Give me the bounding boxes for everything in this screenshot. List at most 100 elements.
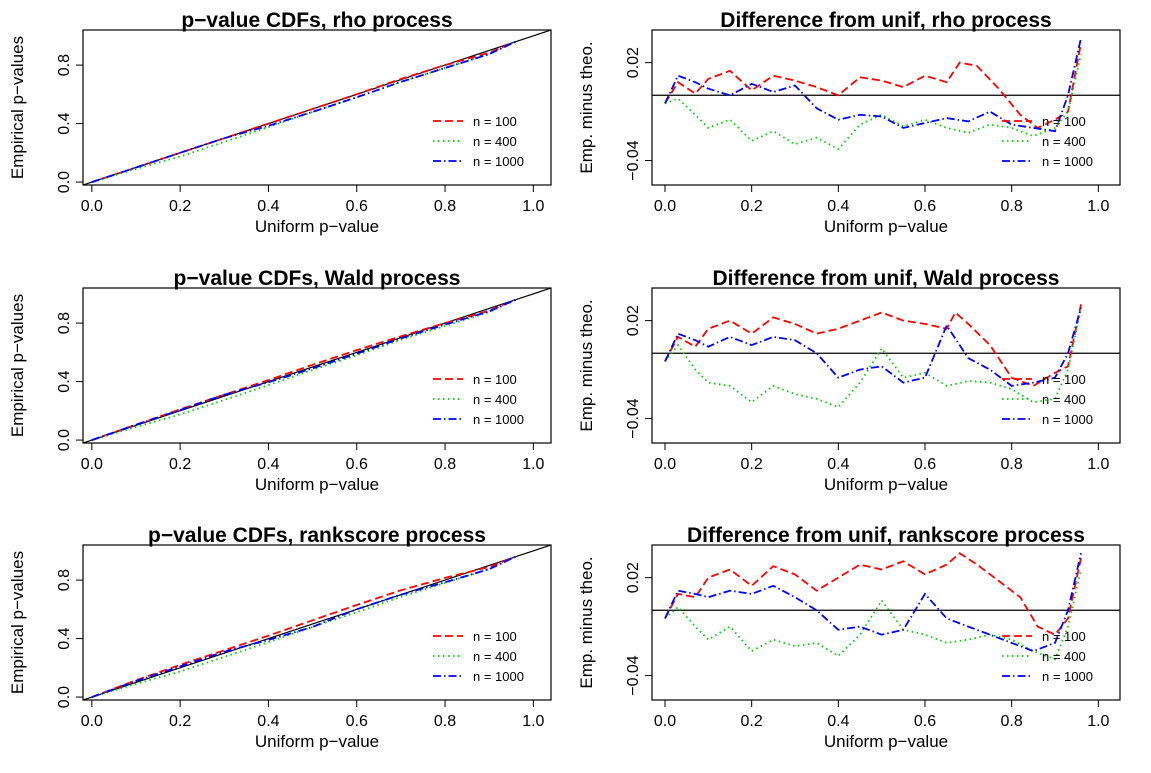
series-line-3	[664, 38, 1082, 133]
x-tick-label: 0.0	[654, 456, 676, 473]
legend: n = 100 n = 400 n = 1000	[433, 372, 524, 427]
y-tick-label: 0.0	[56, 171, 73, 193]
legend-label: n = 100	[473, 629, 517, 644]
x-tick-label: 0.4	[827, 713, 849, 730]
legend-label: n = 1000	[473, 669, 524, 684]
legend-label: n = 400	[473, 392, 517, 407]
series-line-1	[664, 552, 1082, 636]
legend: n = 100 n = 400 n = 1000	[1002, 372, 1093, 427]
series-line-2	[664, 307, 1082, 409]
x-axis-label: Uniform p−value	[824, 475, 948, 494]
chart-title: Difference from unif, Wald process	[713, 267, 1060, 290]
x-tick-label: 0.0	[81, 198, 103, 215]
chart-title: Difference from unif, rho process	[720, 9, 1051, 32]
legend-label: n = 100	[473, 372, 517, 387]
x-tick-label: 0.0	[81, 456, 103, 473]
x-axis-label: Uniform p−value	[255, 217, 379, 236]
x-tick-label: 0.0	[654, 198, 676, 215]
x-tick-label: 0.2	[169, 198, 191, 215]
chart-panel-2: 0.0 0.2 0.4 0.6 0.8 1.0 −0.04 0.02 Difference fr…	[577, 9, 1121, 236]
y-tick-label: 0.4	[56, 112, 73, 134]
legend-label: n = 100	[473, 114, 517, 129]
series-line-2	[664, 569, 1082, 661]
x-tick-label: 0.2	[169, 713, 191, 730]
chart-panel-1: 0.0 0.2 0.4 0.6 0.8 1.0 0.0 0.4 0.8 p−value CDFs,…	[8, 9, 552, 236]
legend-label: n = 100	[1042, 114, 1086, 129]
legend: n = 100 n = 400 n = 1000	[433, 629, 524, 684]
x-axis-label: Uniform p−value	[824, 732, 948, 751]
x-tick-label: 1.0	[1087, 456, 1109, 473]
chart-panel-4: 0.0 0.2 0.4 0.6 0.8 1.0 −0.04 0.02 Difference fr…	[577, 267, 1121, 494]
x-tick-label: 0.4	[257, 198, 279, 215]
legend-label: n = 1000	[1042, 154, 1093, 169]
x-tick-label: 0.4	[827, 456, 849, 473]
y-tick-label: 0.0	[56, 686, 73, 708]
series-line-2	[664, 54, 1082, 151]
x-tick-label: 0.2	[741, 456, 763, 473]
plot-frame	[82, 287, 552, 444]
x-tick-label: 0.6	[914, 198, 936, 215]
y-axis-label: Empirical p−values	[8, 36, 27, 179]
x-tick-label: 0.2	[169, 456, 191, 473]
x-axis-label: Uniform p−value	[824, 217, 948, 236]
x-tick-label: 0.8	[1001, 456, 1023, 473]
legend-label: n = 1000	[1042, 412, 1093, 427]
y-tick-label: −0.04	[625, 140, 642, 181]
series-line-3	[664, 307, 1082, 387]
series-line-3	[91, 555, 517, 698]
y-axis-label: Emp. minus theo.	[577, 41, 596, 173]
y-axis-label: Empirical p−values	[8, 294, 27, 437]
legend: n = 100 n = 400 n = 1000	[1002, 114, 1093, 169]
x-tick-label: 0.6	[914, 713, 936, 730]
chart-panel-3: 0.0 0.2 0.4 0.6 0.8 1.0 0.0 0.4 0.8 p−value CDFs,…	[8, 267, 552, 494]
x-tick-label: 0.2	[741, 713, 763, 730]
x-tick-label: 0.6	[914, 456, 936, 473]
x-tick-label: 0.0	[81, 713, 103, 730]
x-tick-label: 1.0	[522, 198, 544, 215]
y-tick-label: 0.4	[56, 627, 73, 649]
legend-label: n = 400	[1042, 649, 1086, 664]
y-tick-label: 0.8	[56, 312, 73, 334]
legend-label: n = 400	[473, 649, 517, 664]
x-axis-label: Uniform p−value	[255, 732, 379, 751]
x-tick-label: 0.2	[741, 198, 763, 215]
chart-title: p−value CDFs, rho process	[181, 9, 452, 32]
y-tick-label: 0.8	[56, 54, 73, 76]
x-tick-label: 1.0	[1087, 713, 1109, 730]
legend-label: n = 400	[1042, 134, 1086, 149]
legend-label: n = 1000	[1042, 669, 1093, 684]
chart-panel-5: 0.0 0.2 0.4 0.6 0.8 1.0 0.0 0.4 0.8 p−value CDFs,…	[8, 524, 552, 751]
series-line-3	[91, 40, 517, 183]
x-tick-label: 0.8	[1001, 198, 1023, 215]
y-tick-label: −0.04	[625, 398, 642, 439]
x-tick-label: 0.4	[257, 456, 279, 473]
series-line-3	[91, 298, 517, 441]
x-tick-label: 0.8	[1001, 713, 1023, 730]
x-tick-label: 0.4	[827, 198, 849, 215]
plot-frame	[651, 287, 1121, 444]
x-tick-label: 1.0	[1087, 198, 1109, 215]
y-tick-label: 0.8	[56, 569, 73, 591]
y-axis-label: Emp. minus theo.	[577, 299, 596, 431]
y-tick-label: 0.4	[56, 370, 73, 392]
series-line-1	[664, 304, 1082, 387]
legend-label: n = 1000	[473, 412, 524, 427]
chart-title: p−value CDFs, Wald process	[174, 267, 461, 290]
x-tick-label: 1.0	[522, 456, 544, 473]
y-tick-label: −0.04	[625, 655, 642, 696]
plot-frame	[651, 29, 1121, 186]
x-tick-label: 1.0	[522, 713, 544, 730]
chart-panel-6: 0.0 0.2 0.4 0.6 0.8 1.0 −0.04 0.02 Difference fr…	[577, 524, 1121, 751]
y-tick-label: 0.0	[56, 429, 73, 451]
y-axis-label: Empirical p−values	[8, 551, 27, 694]
series-line-1	[91, 555, 517, 698]
y-tick-label: 0.02	[625, 47, 642, 78]
legend-label: n = 100	[1042, 372, 1086, 387]
y-tick-label: 0.02	[625, 305, 642, 336]
x-axis-label: Uniform p−value	[255, 475, 379, 494]
y-axis-label: Emp. minus theo.	[577, 556, 596, 688]
legend-label: n = 1000	[473, 154, 524, 169]
x-tick-label: 0.8	[434, 198, 456, 215]
x-tick-label: 0.6	[346, 456, 368, 473]
legend-label: n = 100	[1042, 629, 1086, 644]
